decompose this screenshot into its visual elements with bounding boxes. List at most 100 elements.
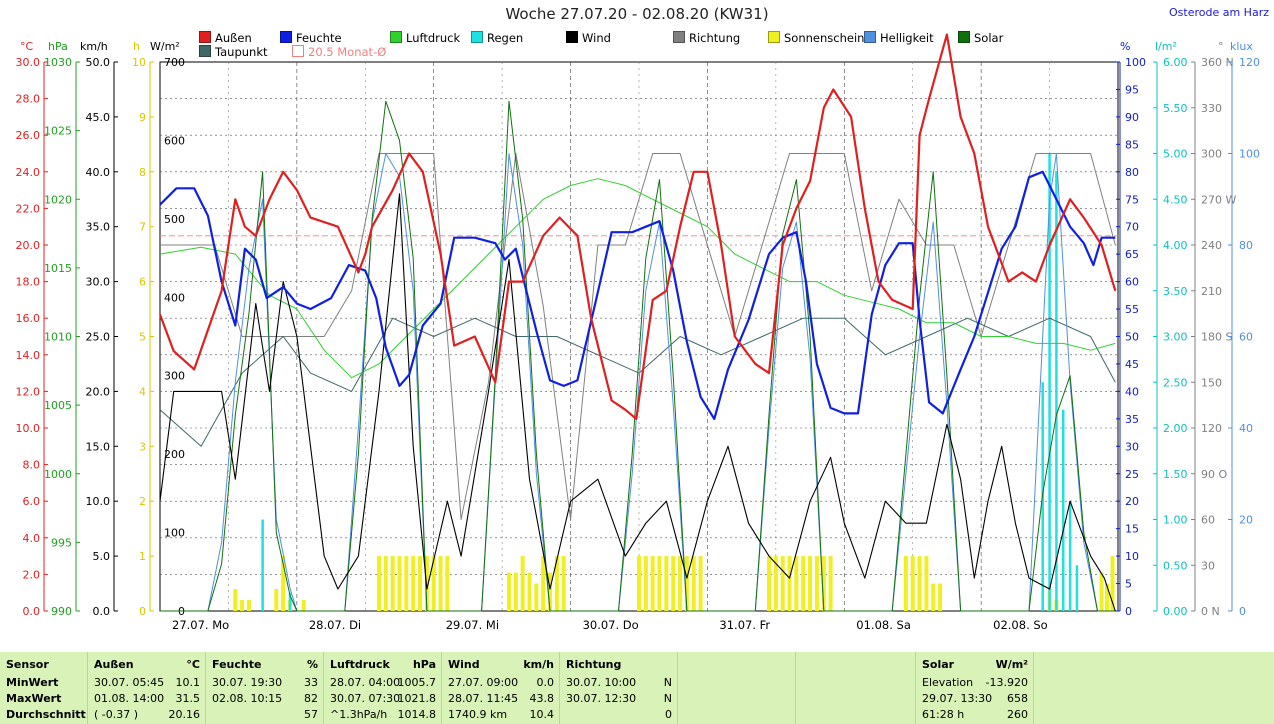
axis-tick-label: 1020 — [44, 193, 72, 206]
station-link[interactable]: Osterode am Harz — [1169, 6, 1269, 19]
stats-aussen-max-time: 01.08. 14:00 — [94, 692, 165, 705]
stats-wind-unit: km/h — [523, 658, 554, 671]
bar-sonnenschein — [554, 556, 559, 611]
bar-sonnenschein — [527, 572, 532, 611]
x-tick-label: 31.07. Fr — [719, 618, 770, 632]
bar-sonnenschein — [691, 556, 696, 611]
axis-tick-label: 360 N — [1201, 56, 1234, 69]
axis-tick-label: 5 — [139, 331, 146, 344]
axis-tick-label: 20 — [1125, 495, 1139, 508]
bar-sonnenschein — [924, 556, 929, 611]
bar-sonnenschein — [828, 556, 833, 611]
axis-wind_kmh: 0.0 5.0 10.0 15.0 20.0 25.0 30.0 35.0 40.0 45.0 50… — [80, 40, 118, 618]
bar-sonnenschein — [767, 556, 772, 611]
axis-tick-label: 4.50 — [1163, 193, 1188, 206]
legend-swatch — [958, 31, 970, 43]
axis-tick-label: 120 — [1201, 422, 1222, 435]
stats-feuchte-label: Feuchte — [212, 658, 262, 671]
axis-tick-label: 990 — [51, 605, 72, 618]
axis-tick-label: 85 — [1125, 138, 1139, 151]
axis-tick-label: 7 — [139, 221, 146, 234]
bar-sonnenschein — [534, 583, 539, 611]
bar-sonnenschein — [1099, 572, 1104, 611]
chart-title: Woche 27.07.20 - 02.08.20 (KW31) — [505, 5, 769, 23]
stats-col-wind: Wind km/h 27.07. 09:00 0.0 28.07. 11:45 … — [441, 652, 560, 724]
axis-tick-label: 14.0 — [16, 349, 41, 362]
stats-luftdruck-max-value: 1021.8 — [397, 692, 437, 705]
legend-item-1: Feuchte — [280, 31, 342, 45]
stats-wind-min-time: 27.07. 09:00 — [448, 676, 519, 689]
legend-item-6: Sonnenschein — [768, 31, 864, 45]
stats-luftdruck-min-time: 28.07. 04:00 — [330, 676, 401, 689]
stats-solar-max-value: 658 — [1007, 692, 1028, 705]
axis-tick-label: 0 N — [1201, 605, 1220, 618]
bar-sonnenschein — [390, 556, 395, 611]
axis-tick-label: 25.0 — [86, 331, 111, 344]
axis-tick-label: 0 — [1125, 605, 1132, 618]
bar-sonnenschein — [938, 583, 943, 611]
axis-tick-label: 12.0 — [16, 385, 41, 398]
x-tick-label: 01.08. Sa — [856, 618, 911, 632]
stats-luftdruck-label: Luftdruck — [330, 658, 390, 671]
stats-feuchte-min-time: 30.07. 19:30 — [212, 676, 283, 689]
stats-luftdruck-max-time: 30.07. 07:30 — [330, 692, 401, 705]
bar-sonnenschein — [233, 589, 238, 611]
legend-label: Sonnenschein — [784, 31, 865, 45]
axis-tick-label: 35 — [1125, 413, 1139, 426]
axis-temp_c: 0.0 2.0 4.0 6.0 8.0 10.0 12.0 14.0 16.0 18.0 20.0 2… — [16, 40, 48, 618]
stats-aussen-unit: °C — [186, 658, 200, 671]
axis-tick-label: 150 — [1201, 376, 1222, 389]
bar-sonnenschein — [438, 556, 443, 611]
axis-tick-label: 0.0 — [93, 605, 111, 618]
axis-tick-label: 2 — [139, 495, 146, 508]
bar-sonnenschein — [910, 556, 915, 611]
axis-unit-label: h — [133, 40, 140, 53]
stats-richtung-min-time: 30.07. 10:00 — [566, 676, 637, 689]
bar-sonnenschein — [411, 556, 416, 611]
axis-tick-label: 90 — [1125, 111, 1139, 124]
bar-regen — [288, 592, 292, 611]
axis-tick-label: 30 — [1125, 440, 1139, 453]
axis-tick-label: 1025 — [44, 125, 72, 138]
axis-tick-label: 6.00 — [1163, 56, 1188, 69]
legend-label: Wind — [582, 31, 611, 45]
axis-tick-label: 6 — [139, 276, 146, 289]
axis-tick-label: 75 — [1125, 193, 1139, 206]
stats-feuchte-avg-value: 57 — [304, 708, 318, 721]
legend-label: Solar — [974, 31, 1004, 45]
bar-sonnenschein — [1110, 556, 1115, 611]
axis-tick-label: 0.0 — [23, 605, 41, 618]
bar-sonnenschein — [808, 556, 813, 611]
bar-sonnenschein — [418, 556, 423, 611]
bar-sonnenschein — [678, 556, 683, 611]
bar-sonnenschein — [541, 556, 546, 611]
stats-col-solar: Solar W/m² Elevation -13.920 29.07. 13:3… — [915, 652, 1034, 724]
axis-tick-label: 3.00 — [1163, 331, 1188, 344]
stats-luftdruck-min-value: 1005.7 — [397, 676, 437, 689]
axis-tick-label: 400 — [164, 291, 185, 304]
axis-tick-label: 100 — [164, 527, 185, 540]
stats-wind-distance: 1740.9 km — [448, 708, 508, 721]
bar-sonnenschein — [917, 556, 922, 611]
stats-wind-max-time: 28.07. 11:45 — [448, 692, 519, 705]
legend-item-3: Regen — [471, 31, 523, 45]
bar-sonnenschein — [773, 556, 778, 611]
axis-tick-label: 60 — [1239, 331, 1253, 344]
axis-tick-label: 40 — [1239, 422, 1253, 435]
axis-tick-label: 18.0 — [16, 276, 41, 289]
stats-aussen-max-value: 31.5 — [175, 692, 201, 705]
bar-regen — [1075, 565, 1079, 611]
bar-sonnenschein — [794, 556, 799, 611]
bar-sonnenschein — [1105, 583, 1110, 611]
stats-solar-avg-value: 260 — [1007, 708, 1028, 721]
stats-aussen-avg-value: 20.16 — [168, 708, 201, 721]
stats-solar-elevation-label: Elevation — [922, 676, 974, 689]
stats-aussen-min-value: 10.1 — [175, 676, 201, 689]
stats-col-empty-2 — [795, 652, 916, 724]
stats-feuchte-max-time: 02.08. 10:15 — [212, 692, 283, 705]
stats-row-avg: Durchschnitt — [6, 708, 86, 721]
stats-col-sensor: Sensor MinWert MaxWert Durchschnitt — [0, 652, 87, 724]
bar-sonnenschein — [801, 556, 806, 611]
axis-unit-label: l/m² — [1155, 40, 1177, 53]
legend-label: Regen — [487, 31, 524, 45]
